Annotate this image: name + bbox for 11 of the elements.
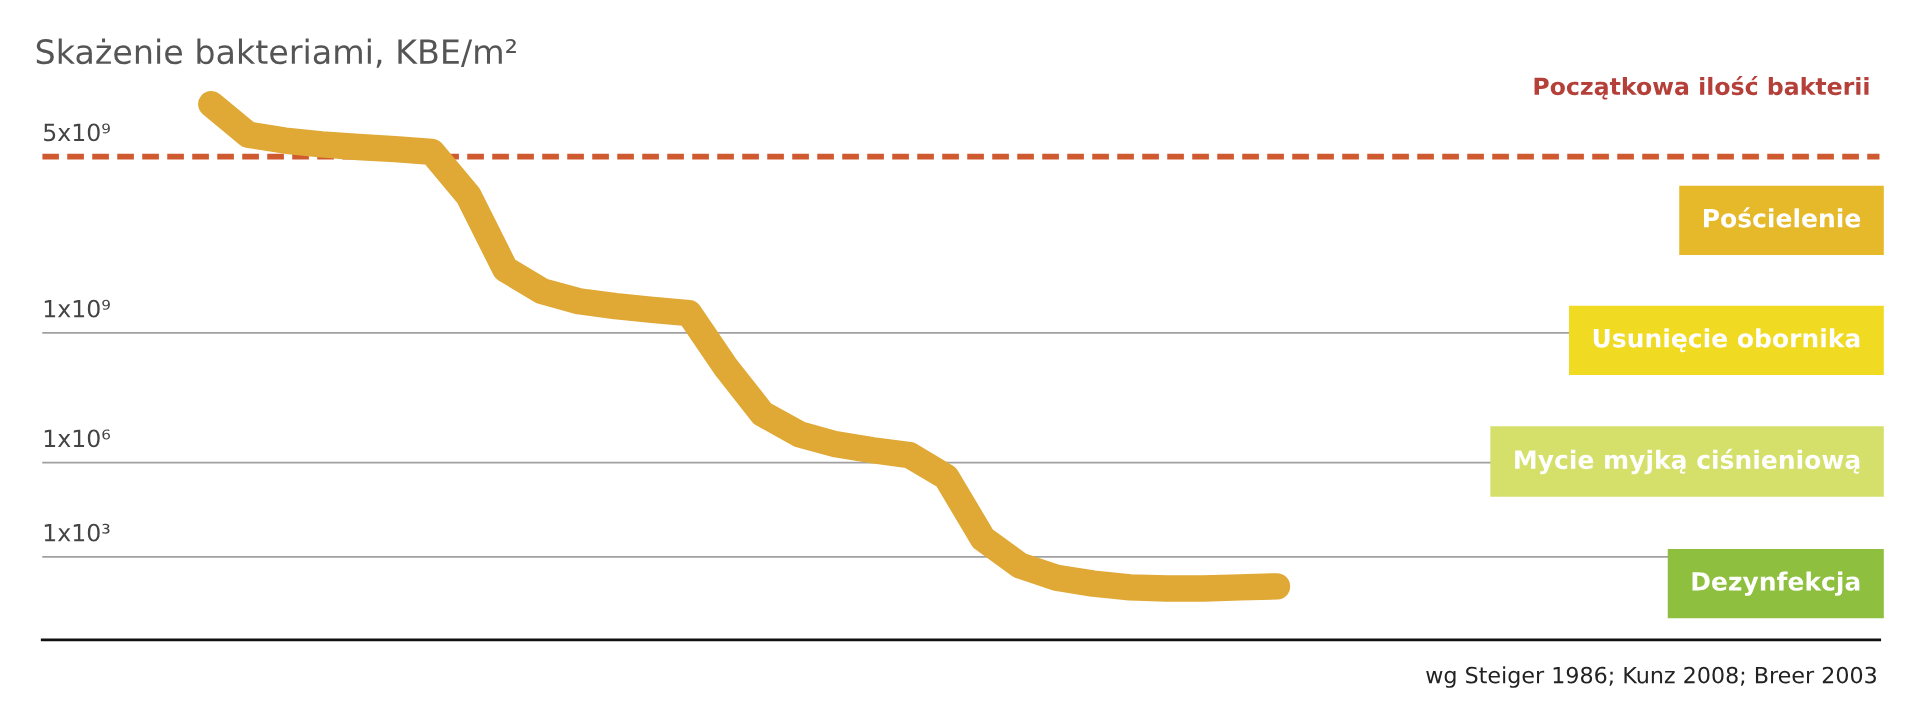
ref-line-label: 1x10⁹	[44, 299, 110, 318]
chart-title: Skażenie bakteriami, KBE/m²	[36, 38, 516, 68]
ref-line-label: 1x10³	[44, 523, 110, 542]
text: Początkowa ilość bakterii	[1534, 75, 1869, 100]
ref-line-label: 5x10⁹	[44, 123, 110, 142]
text: Dezynfekcja	[1692, 571, 1860, 596]
ref-line-label: 1x10⁶	[44, 429, 110, 448]
text: Mycie myjką ciśnieniową	[1515, 448, 1860, 475]
text: wg Steiger 1986; Kunz 2008; Breer 2003	[1426, 666, 1876, 688]
text: Pościelenie	[1704, 207, 1861, 228]
text: Usunięcie obornika	[1593, 328, 1860, 353]
